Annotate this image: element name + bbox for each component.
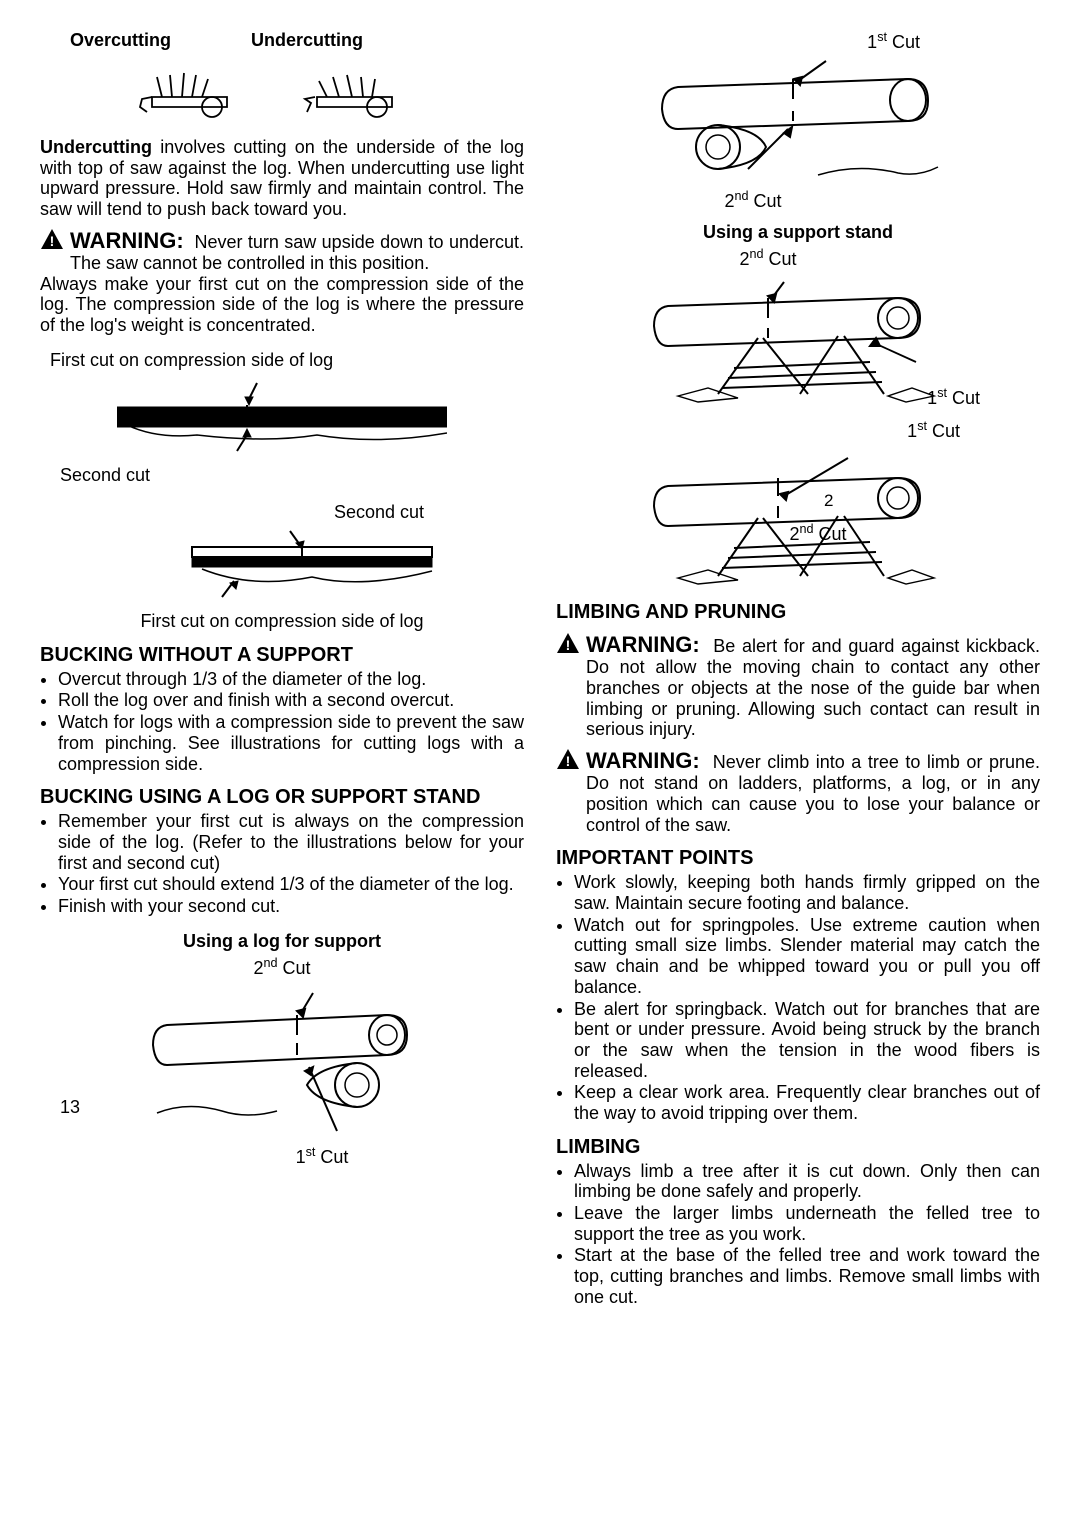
support-stand-diagram-2: 2 bbox=[556, 448, 1040, 588]
limbing-list: Always limb a tree after it is cut down.… bbox=[556, 1161, 1040, 1308]
warning-3-text: WARNING: Never climb into a tree to limb… bbox=[586, 748, 1040, 835]
first-cut-label-2: First cut on compression side of log bbox=[40, 611, 524, 632]
list-item: Always limb a tree after it is cut down.… bbox=[574, 1161, 1040, 1202]
second-cut-label-2: Second cut bbox=[40, 502, 424, 523]
cut1-label-left: 1st Cut bbox=[120, 1145, 524, 1168]
cut2-label-r1: 2nd Cut bbox=[556, 189, 950, 212]
support-stand-caption: Using a support stand bbox=[556, 222, 1040, 243]
warning-icon: ! bbox=[556, 632, 580, 654]
limbing-pruning-title: LIMBING AND PRUNING bbox=[556, 601, 1040, 624]
warning-1-text: WARNING: Never turn saw upside down to u… bbox=[70, 228, 524, 274]
list-item: Start at the base of the felled tree and… bbox=[574, 1245, 1040, 1307]
first-cut-label-1: First cut on compression side of log bbox=[50, 350, 524, 371]
list-item: Work slowly, keeping both hands firmly g… bbox=[574, 872, 1040, 913]
page-number: 13 bbox=[60, 1097, 80, 1118]
undercutting-paragraph: Undercutting involves cutting on the und… bbox=[40, 137, 524, 220]
limbing-title: LIMBING bbox=[556, 1136, 1040, 1159]
overcut-undercut-diagram bbox=[40, 57, 524, 127]
compression-paragraph: Always make your first cut on the compre… bbox=[40, 274, 524, 336]
warning-icon: ! bbox=[40, 228, 64, 250]
list-item: Overcut through 1/3 of the diameter of t… bbox=[58, 669, 524, 690]
undercutting-label: Undercutting bbox=[251, 30, 363, 51]
compression-diagram-1 bbox=[40, 377, 524, 455]
compression-diagram-2 bbox=[100, 529, 524, 601]
bucking-without-list: Overcut through 1/3 of the diameter of t… bbox=[40, 669, 524, 774]
cut1-label-r3: 1st Cut bbox=[556, 419, 960, 442]
bucking-without-title: BUCKING WITHOUT A SUPPORT bbox=[40, 644, 524, 667]
cut2-label-r2: 2nd Cut bbox=[556, 247, 980, 270]
svg-text:2: 2 bbox=[824, 491, 833, 510]
list-item: Finish with your second cut. bbox=[58, 896, 524, 917]
svg-text:!: ! bbox=[566, 637, 571, 653]
second-cut-label-1: Second cut bbox=[60, 465, 524, 486]
warning-2-text: WARNING: Be alert for and guard against … bbox=[586, 632, 1040, 740]
list-item: Be alert for springback. Watch out for b… bbox=[574, 999, 1040, 1082]
important-points-list: Work slowly, keeping both hands firmly g… bbox=[556, 872, 1040, 1123]
list-item: Watch out for springpoles. Use extreme c… bbox=[574, 915, 1040, 998]
log-support-diagram bbox=[40, 985, 524, 1135]
list-item: Remember your first cut is always on the… bbox=[58, 811, 524, 873]
important-points-title: IMPORTANT POINTS bbox=[556, 847, 1040, 870]
list-item: Watch for logs with a compression side t… bbox=[58, 712, 524, 774]
svg-text:!: ! bbox=[50, 233, 55, 249]
list-item: Roll the log over and finish with a seco… bbox=[58, 690, 524, 711]
list-item: Your first cut should extend 1/3 of the … bbox=[58, 874, 524, 895]
overcutting-label: Overcutting bbox=[70, 30, 171, 51]
svg-text:!: ! bbox=[566, 753, 571, 769]
cut1-label-r1: 1st Cut bbox=[556, 30, 920, 53]
warning-icon: ! bbox=[556, 748, 580, 770]
bucking-using-title: BUCKING USING A LOG OR SUPPORT STAND bbox=[40, 786, 524, 809]
list-item: Keep a clear work area. Frequently clear… bbox=[574, 1082, 1040, 1123]
cut2-label-left: 2nd Cut bbox=[40, 956, 524, 979]
log-support-caption: Using a log for support bbox=[40, 931, 524, 952]
log-support-diagram-2 bbox=[556, 59, 1040, 179]
bucking-using-list: Remember your first cut is always on the… bbox=[40, 811, 524, 916]
list-item: Leave the larger limbs underneath the fe… bbox=[574, 1203, 1040, 1244]
